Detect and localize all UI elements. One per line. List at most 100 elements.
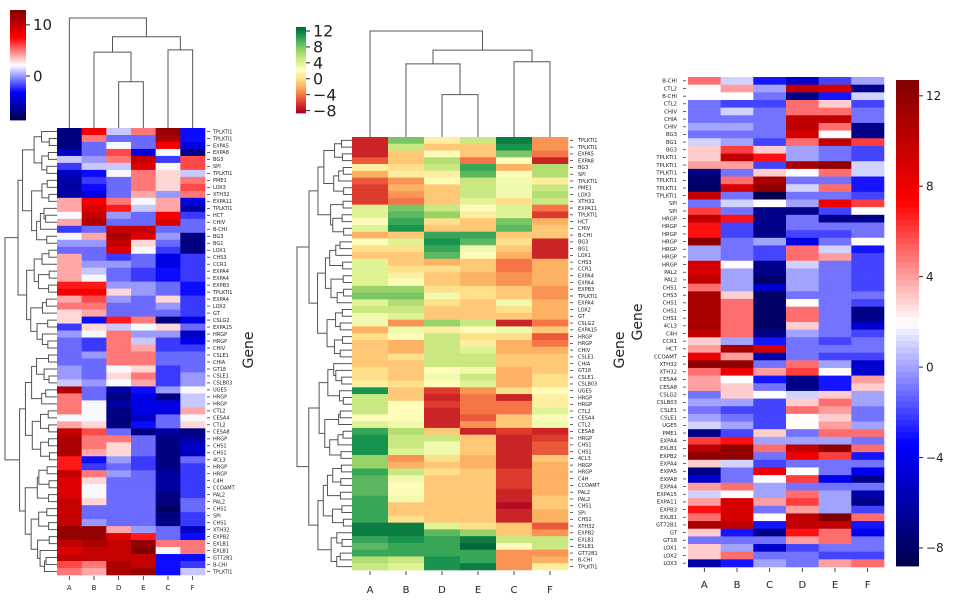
heatmap-cell xyxy=(818,521,852,530)
heatmap-cell xyxy=(851,283,885,292)
heatmap-cell xyxy=(57,568,82,576)
heatmap-cell xyxy=(106,246,132,255)
row-label: CSLE1 xyxy=(660,408,677,414)
heatmap-cell xyxy=(352,522,389,530)
heatmap-cell xyxy=(496,238,533,246)
heatmap-cell xyxy=(155,414,181,422)
heatmap-cell xyxy=(818,168,852,177)
heatmap-cell xyxy=(155,309,181,317)
colorbar-segment xyxy=(10,47,26,49)
colorbar-segment xyxy=(896,535,919,543)
heatmap-cell xyxy=(496,441,533,449)
colorbar-segment xyxy=(296,62,306,64)
heatmap-cell xyxy=(720,498,754,507)
row-dendrogram-link xyxy=(336,555,352,568)
row-dendrogram-link xyxy=(48,193,57,202)
heatmap-cell xyxy=(388,367,425,375)
heatmap-cell xyxy=(753,383,787,392)
heatmap-cell xyxy=(460,258,497,266)
heatmap-cell xyxy=(753,490,787,499)
heatmap-cell xyxy=(131,561,156,569)
heatmap-cell xyxy=(81,547,107,555)
row-label: GT xyxy=(578,314,586,320)
colorbar-segment xyxy=(10,65,26,67)
heatmap-cell xyxy=(496,245,533,253)
heatmap-cell xyxy=(352,549,389,557)
heatmap-cell xyxy=(81,449,107,457)
heatmap-cell xyxy=(786,299,819,307)
heatmap-cell xyxy=(688,406,721,415)
heatmap-cell xyxy=(496,448,533,456)
row-dendrogram-link xyxy=(342,166,352,175)
row-dendrogram-link xyxy=(317,272,328,334)
colorbar-segment xyxy=(296,53,306,56)
heatmap-cell xyxy=(106,260,132,268)
heatmap-cell xyxy=(388,556,425,564)
colorbar-segment xyxy=(896,517,919,524)
colorbar-segment xyxy=(896,262,919,269)
heatmap-cell xyxy=(753,283,787,292)
row-dendrogram-link xyxy=(343,288,352,297)
heatmap-cell xyxy=(352,279,389,287)
column-label: B xyxy=(92,584,97,592)
row-label: TPLKTI1 xyxy=(577,179,597,185)
heatmap-cell xyxy=(753,360,787,369)
heatmap-cell xyxy=(57,169,82,178)
heatmap-cell xyxy=(352,502,389,510)
row-dendrogram-link xyxy=(339,241,352,250)
heatmap-cell xyxy=(496,461,533,469)
heatmap-cell xyxy=(786,276,819,285)
row-label: PME1 xyxy=(213,178,227,184)
heatmap-cell xyxy=(532,373,569,381)
heatmap-cell xyxy=(532,272,569,280)
row-label: EXPA4 xyxy=(578,301,594,307)
heatmap-cell xyxy=(818,352,852,361)
heatmap-cell xyxy=(352,197,389,205)
heatmap-cell xyxy=(155,183,181,192)
row-label: EXPA8 xyxy=(213,150,229,156)
colorbar-segment xyxy=(896,456,919,464)
colorbar-segment xyxy=(296,58,306,60)
colorbar-segment xyxy=(10,89,26,92)
heatmap-cell xyxy=(753,505,787,514)
heatmap-cell xyxy=(460,441,497,449)
row-dendrogram-link xyxy=(343,227,352,236)
heatmap-cell xyxy=(424,299,461,307)
heatmap-cell xyxy=(81,134,107,143)
heatmap-cell xyxy=(57,393,82,401)
heatmap-cell xyxy=(496,407,533,415)
heatmap-cell xyxy=(155,372,181,380)
heatmap-cell xyxy=(81,225,107,234)
row-label: GT72B1 xyxy=(656,523,677,529)
heatmap-cell xyxy=(532,509,569,517)
heatmap-cell xyxy=(81,386,107,394)
heatmap-cell xyxy=(818,505,852,514)
row-label: B-CHI xyxy=(213,562,227,568)
heatmap-cell xyxy=(786,459,819,468)
heatmap-cell xyxy=(57,148,82,157)
heatmap-cell xyxy=(424,488,461,496)
heatmap-cell xyxy=(720,459,754,468)
colorbar-segment xyxy=(296,77,306,80)
heatmap-cell xyxy=(131,533,156,541)
column-label: C xyxy=(766,580,773,591)
heatmap-cell xyxy=(57,414,82,422)
colorbar-tick-label: 4 xyxy=(313,54,323,73)
column-label: B xyxy=(734,580,741,591)
heatmap-cell xyxy=(57,554,82,562)
row-label: EXLB1 xyxy=(578,537,594,543)
colorbar-segment xyxy=(896,450,919,458)
heatmap-cell xyxy=(460,218,497,226)
row-label: HRGP xyxy=(578,334,592,340)
colorbar-segment xyxy=(10,52,26,55)
heatmap-cell xyxy=(352,346,389,354)
colorbar-segment xyxy=(10,76,26,78)
row-dendrogram-link xyxy=(332,468,342,483)
heatmap-cell xyxy=(460,143,497,151)
row-dendrogram-link xyxy=(49,452,57,461)
heatmap-cell xyxy=(388,482,425,490)
heatmap-cell xyxy=(460,224,497,233)
heatmap-cell xyxy=(352,285,389,293)
heatmap-cell xyxy=(424,502,461,510)
colorbar-segment xyxy=(10,96,26,99)
